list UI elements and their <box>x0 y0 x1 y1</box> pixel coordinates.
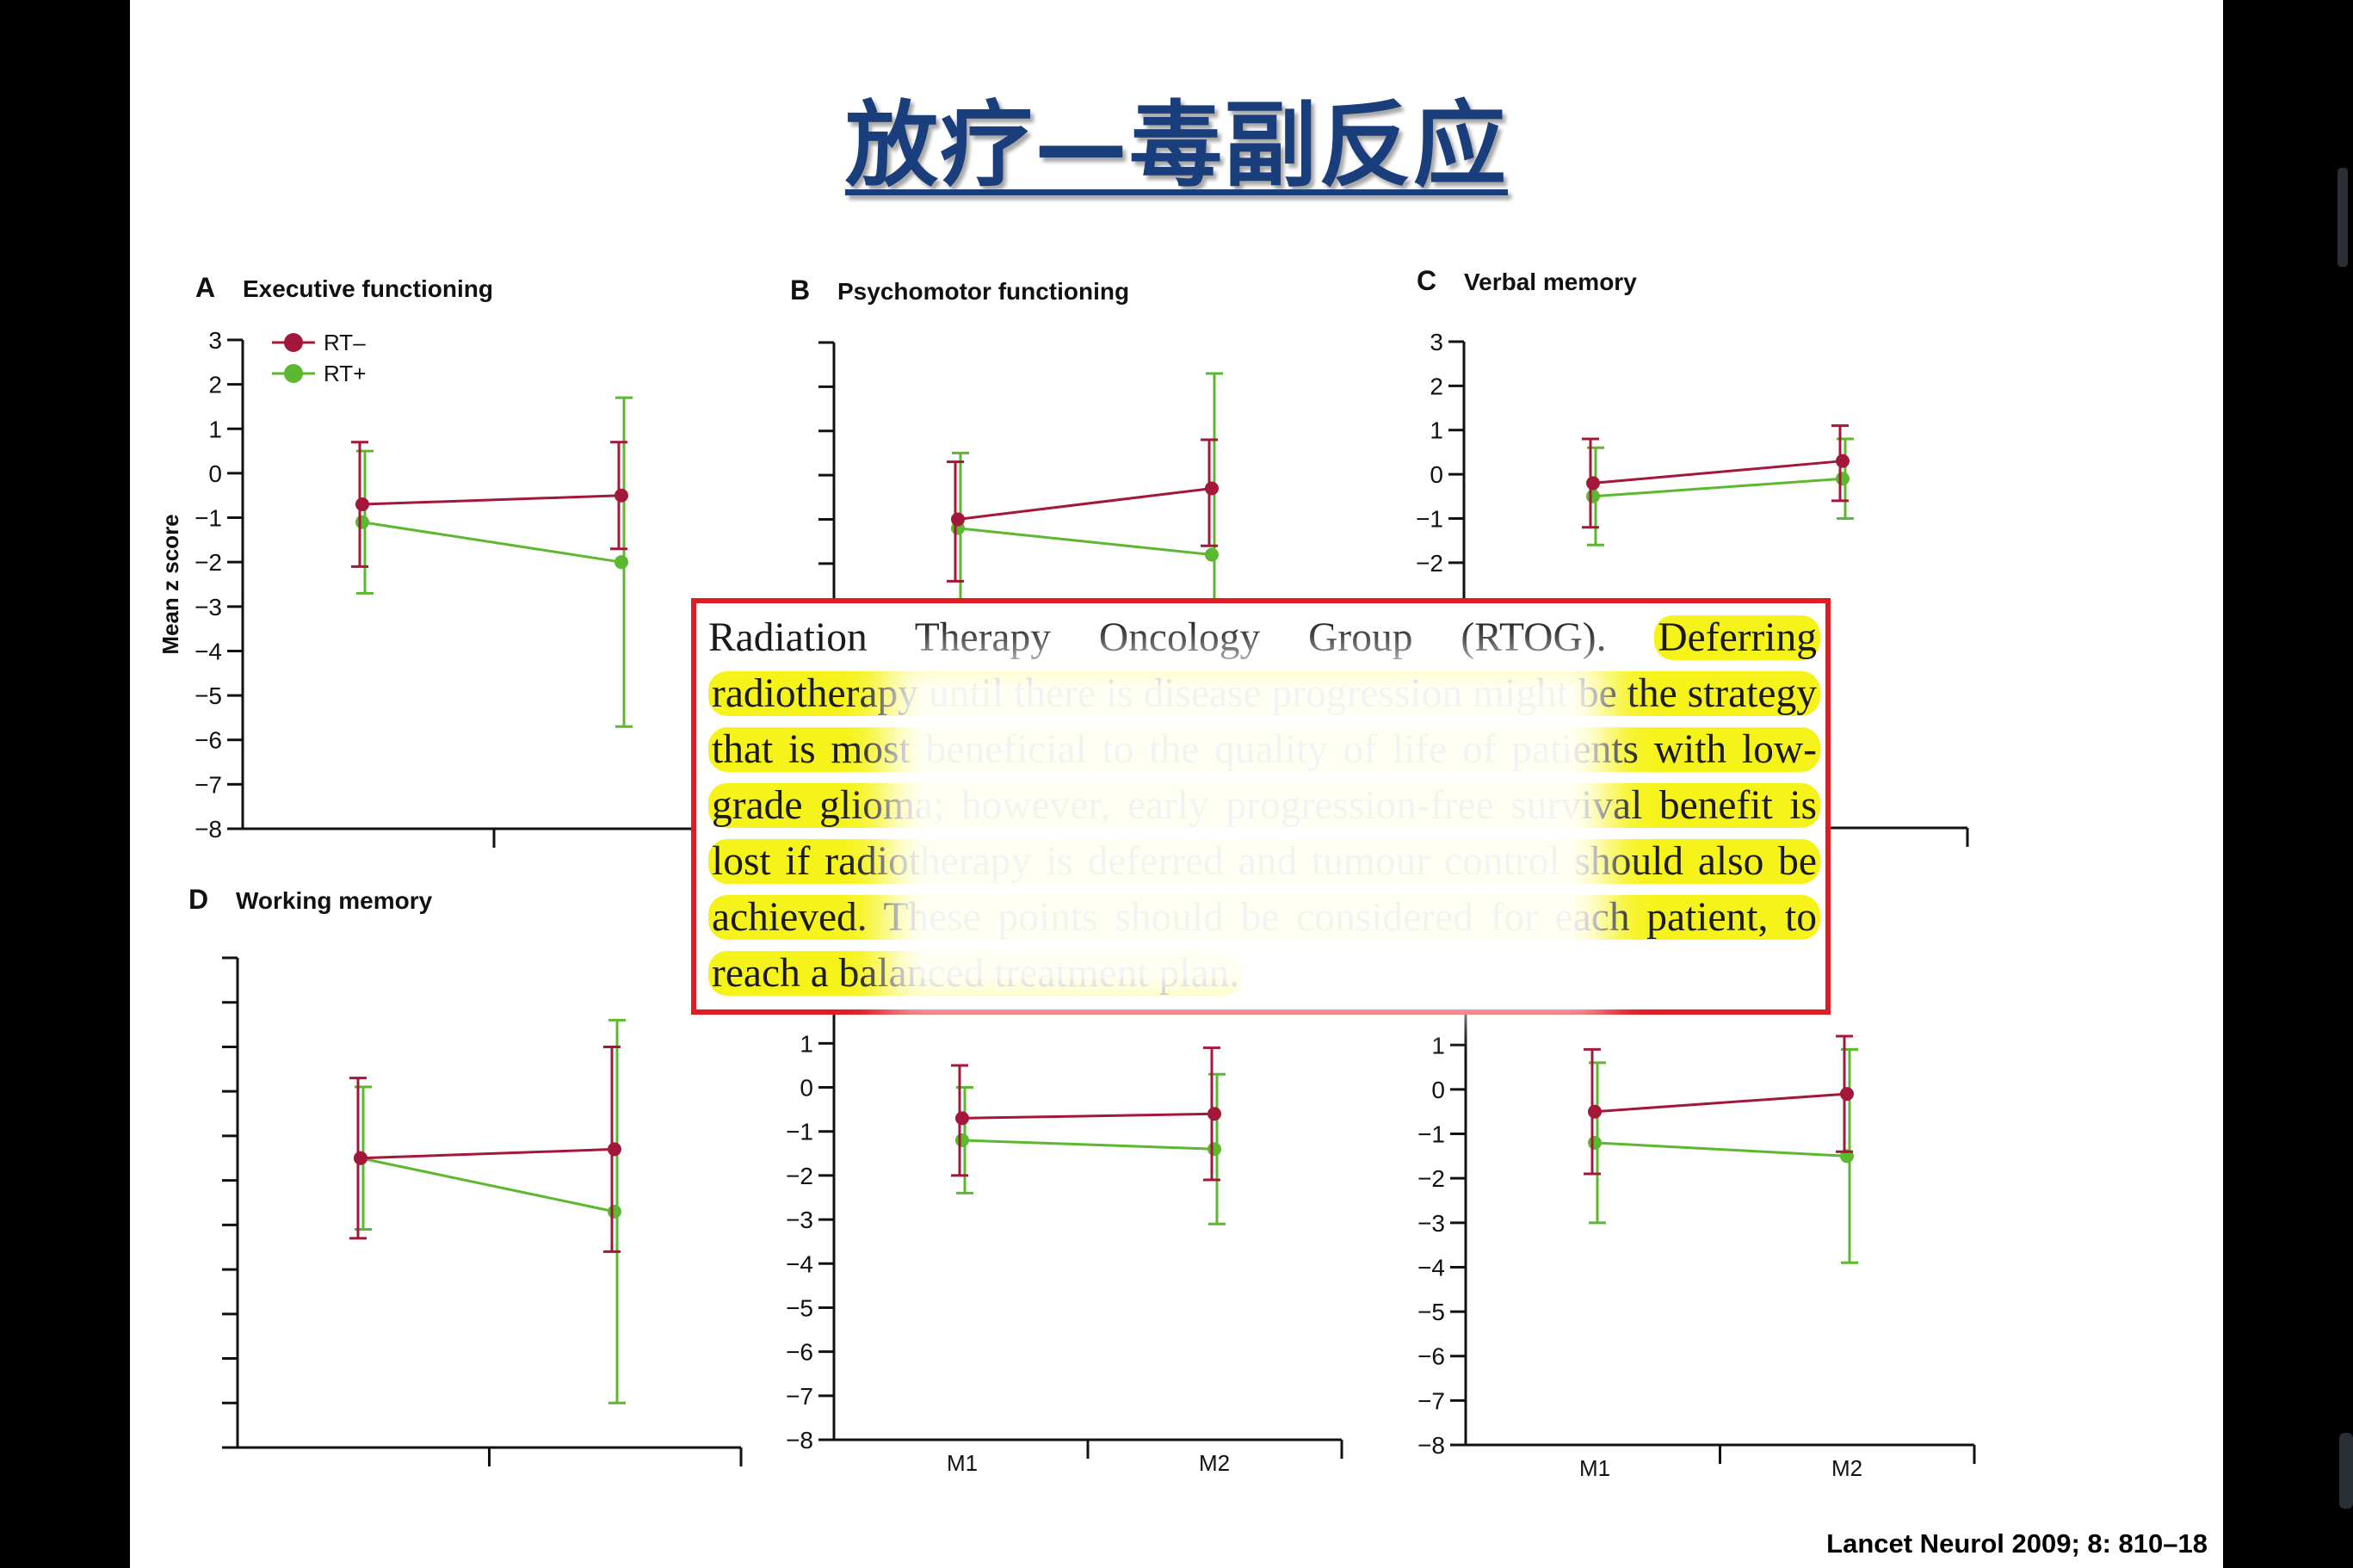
y-tick-label: −7 <box>195 771 222 798</box>
series-line <box>1594 1141 1848 1157</box>
panel-letter: B <box>790 275 810 306</box>
y-tick-label: 0 <box>1431 1077 1445 1103</box>
y-tick-label: −1 <box>1416 505 1443 532</box>
series-line <box>361 494 622 506</box>
y-tick-label: −4 <box>195 638 222 664</box>
y-tick-label: 2 <box>208 372 222 398</box>
y-tick-label: −2 <box>1416 550 1443 577</box>
y-tick-label: −2 <box>1417 1165 1445 1192</box>
y-tick-label: −2 <box>195 549 222 576</box>
y-tick-label: 1 <box>1431 1032 1445 1059</box>
series-line <box>360 1157 615 1213</box>
x-tick-label: M2 <box>1199 1450 1230 1476</box>
y-tick-label: 0 <box>1430 461 1443 488</box>
series-line <box>1592 477 1843 498</box>
y-tick-label: −7 <box>1417 1387 1445 1414</box>
y-tick-label: −3 <box>195 594 222 620</box>
slide: 放疗—毒副反应 A Executive functioning 3 2 1 0 −1 −2 −3… <box>130 0 2223 1568</box>
y-tick-label: −3 <box>1417 1210 1445 1237</box>
y-tick-label: −5 <box>786 1294 813 1321</box>
panel-title: Working memory <box>236 887 433 914</box>
legend-marker <box>284 364 303 383</box>
data-point <box>1836 472 1850 486</box>
x-tick-label: M1 <box>1579 1455 1610 1481</box>
y-tick-label: −7 <box>786 1383 813 1410</box>
chart-panel-a: A Executive functioning 3 2 1 0 −1 −2 −3 −4 −5 −6 −7… <box>157 272 747 848</box>
data-point <box>955 1111 969 1126</box>
y-tick-label: −4 <box>1417 1254 1445 1281</box>
data-point <box>955 1133 969 1147</box>
y-tick-label: 3 <box>1430 329 1443 355</box>
data-point <box>608 1204 621 1219</box>
data-point <box>1205 481 1219 496</box>
chart-panel-d: D Working memory <box>188 884 743 1466</box>
data-point <box>614 488 628 503</box>
data-point <box>1205 547 1219 562</box>
y-tick-label: −2 <box>786 1163 813 1189</box>
data-point <box>354 1151 367 1165</box>
series-line <box>957 527 1213 557</box>
series-line <box>961 1112 1215 1120</box>
panel-letter: C <box>1417 265 1436 296</box>
y-tick-label: 2 <box>1430 373 1443 399</box>
quote-callout: Radiation Therapy Oncology Group (RTOG).… <box>691 598 1831 1015</box>
data-point <box>355 497 369 512</box>
data-point <box>1207 1142 1221 1157</box>
panel-title: Executive functioning <box>243 275 493 302</box>
data-point <box>1588 1104 1602 1119</box>
y-tick-label: −8 <box>1417 1432 1445 1459</box>
window-edge-control[interactable] <box>2339 1433 2353 1509</box>
legend-label: RT+ <box>324 361 366 386</box>
data-point <box>951 512 965 527</box>
y-tick-label: 1 <box>800 1030 813 1057</box>
y-tick-label: −8 <box>195 816 222 843</box>
y-tick-label: −5 <box>195 682 222 709</box>
y-tick-label: −5 <box>1417 1299 1445 1325</box>
panel-letter: D <box>188 884 208 915</box>
blurred-zoom-region <box>920 686 1574 978</box>
panel-title: Psychomotor functioning <box>837 278 1129 305</box>
panel-letter: A <box>195 272 215 303</box>
data-point <box>1207 1107 1221 1121</box>
y-tick-label: 1 <box>1430 417 1443 444</box>
y-tick-label: −6 <box>786 1339 813 1366</box>
data-point <box>1586 489 1600 503</box>
x-tick-label: M1 <box>947 1450 978 1476</box>
legend-label: RT– <box>324 330 366 355</box>
legend-marker <box>284 333 303 352</box>
y-tick-label: −1 <box>786 1119 813 1145</box>
y-tick-label: −6 <box>195 727 222 754</box>
data-point <box>1836 454 1850 468</box>
series-line <box>360 1147 615 1160</box>
series-line <box>1592 460 1843 485</box>
quote-plain-text: Radiation Therapy Oncology Group (RTOG). <box>708 615 1655 660</box>
series-line <box>961 1139 1215 1151</box>
data-point <box>1840 1087 1854 1102</box>
series-line <box>361 521 622 564</box>
slide-title: 放疗—毒副反应 <box>844 92 1508 200</box>
x-tick-label: M2 <box>1831 1455 1862 1481</box>
y-tick-label: −1 <box>195 505 222 532</box>
data-point <box>1586 476 1600 491</box>
y-tick-label: 3 <box>208 327 222 354</box>
window-edge-control[interactable] <box>2338 168 2348 267</box>
data-point <box>614 555 628 570</box>
y-tick-label: −8 <box>786 1427 813 1454</box>
citation: Lancet Neurol 2009; 8: 810–18 <box>1826 1528 2208 1559</box>
data-point <box>355 515 369 529</box>
y-tick-label: −6 <box>1417 1343 1445 1370</box>
panel-title: Verbal memory <box>1464 269 1637 295</box>
data-point <box>608 1142 621 1157</box>
series-line <box>1594 1092 1848 1114</box>
y-tick-label: 0 <box>208 460 222 487</box>
y-axis-label: Mean z score <box>157 514 183 654</box>
y-tick-label: −4 <box>786 1250 813 1277</box>
y-tick-label: 1 <box>208 416 222 442</box>
y-tick-label: −1 <box>1417 1121 1445 1148</box>
y-tick-label: 0 <box>800 1075 813 1102</box>
y-tick-label: −3 <box>786 1207 813 1233</box>
data-point <box>1588 1135 1602 1150</box>
series-line <box>957 487 1213 521</box>
